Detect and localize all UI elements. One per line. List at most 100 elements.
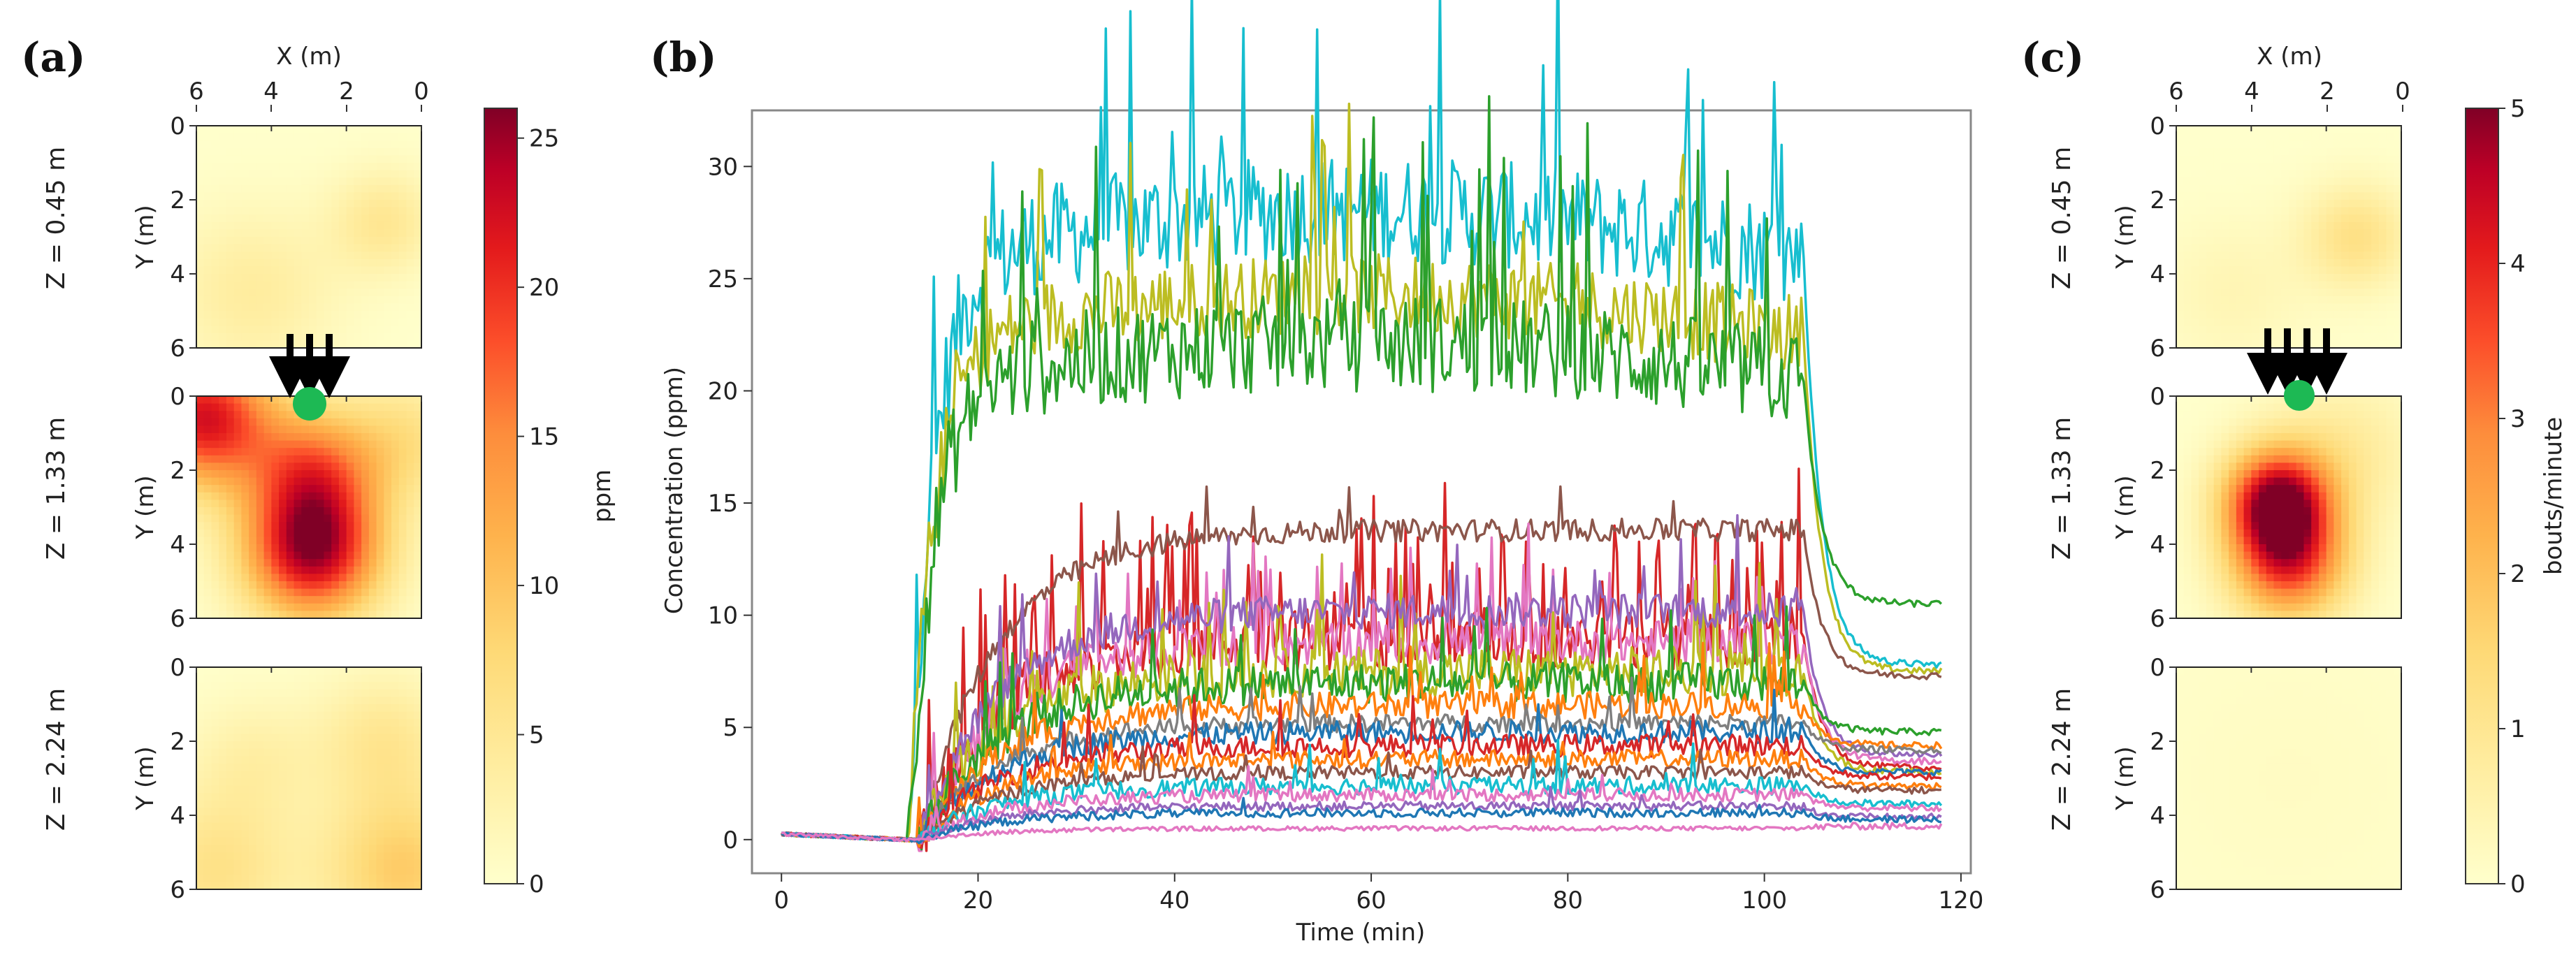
heatmap-cell bbox=[2266, 544, 2275, 553]
heatmap-cell bbox=[279, 221, 287, 230]
heatmap-cell bbox=[316, 793, 325, 801]
heatmap-cell bbox=[2378, 462, 2387, 471]
y-tick-label: 25 bbox=[708, 265, 738, 293]
heatmap-cell bbox=[301, 852, 310, 861]
heatmap-cell bbox=[2326, 133, 2334, 141]
heatmap-cell bbox=[2229, 411, 2237, 419]
heatmap-cell bbox=[2394, 588, 2402, 597]
heatmap-cell bbox=[338, 859, 347, 868]
heatmap-cell bbox=[309, 529, 317, 537]
heatmap-cell bbox=[301, 500, 310, 508]
heatmap-cell bbox=[241, 704, 249, 713]
heatmap-cell bbox=[241, 734, 249, 742]
heatmap-cell bbox=[2176, 611, 2185, 619]
heatmap-cell bbox=[406, 830, 414, 838]
heatmap-cell bbox=[2326, 581, 2334, 590]
heatmap-cell bbox=[279, 418, 287, 426]
heatmap-cell bbox=[309, 559, 317, 567]
heatmap-cell bbox=[263, 266, 272, 275]
heatmap-cell bbox=[376, 237, 384, 245]
heatmap-cell bbox=[2348, 611, 2357, 619]
heatmap-cell bbox=[2199, 333, 2207, 341]
heatmap-cell bbox=[286, 697, 295, 705]
heatmap-cell bbox=[2221, 311, 2229, 319]
heatmap-cell bbox=[241, 544, 249, 553]
heatmap-cell bbox=[338, 455, 347, 463]
heatmap-cell bbox=[2176, 500, 2185, 508]
heatmap-cell bbox=[2318, 340, 2327, 349]
heatmap-cell bbox=[2378, 170, 2387, 178]
heatmap-cell bbox=[376, 596, 384, 604]
heatmap-cell bbox=[219, 882, 227, 890]
heatmap-cell bbox=[2371, 470, 2380, 479]
heatmap-cell bbox=[361, 674, 370, 683]
heatmap-cell bbox=[2236, 874, 2245, 882]
heatmap-cell bbox=[414, 711, 422, 720]
heatmap-cell bbox=[2191, 522, 2199, 530]
heatmap-cell bbox=[316, 155, 325, 163]
heatmap-cell bbox=[2221, 800, 2229, 808]
panel-a-x-tick: 0 bbox=[414, 78, 429, 105]
heatmap-cell bbox=[346, 771, 354, 779]
heatmap-cell bbox=[2259, 418, 2267, 426]
heatmap-cell bbox=[226, 237, 235, 245]
heatmap-cell bbox=[2213, 689, 2222, 697]
heatmap-cell bbox=[2243, 882, 2252, 890]
heatmap-cell bbox=[406, 559, 414, 567]
heatmap-cell bbox=[346, 425, 354, 434]
heatmap-cell bbox=[2348, 340, 2357, 349]
heatmap-cell bbox=[2348, 425, 2357, 434]
heatmap-cell bbox=[203, 882, 212, 890]
panel-a-z-label-3: Z = 2.24 m bbox=[42, 688, 71, 831]
heatmap-cell bbox=[2229, 763, 2237, 771]
heatmap-cell bbox=[331, 674, 340, 683]
heatmap-cell bbox=[324, 433, 332, 442]
heatmap-cell bbox=[263, 126, 272, 134]
heatmap-cell bbox=[354, 221, 362, 230]
heatmap-cell bbox=[2281, 303, 2289, 312]
heatmap-cell bbox=[368, 771, 377, 779]
heatmap-cell bbox=[2221, 340, 2229, 349]
heatmap-cell bbox=[279, 207, 287, 215]
heatmap-cell bbox=[263, 258, 272, 267]
heatmap-cell bbox=[256, 403, 265, 411]
heatmap-cell bbox=[2326, 425, 2334, 434]
heatmap-cell bbox=[391, 296, 400, 304]
heatmap-cell bbox=[241, 529, 249, 537]
heatmap-cell bbox=[286, 237, 295, 245]
heatmap-cell bbox=[294, 221, 302, 230]
heatmap-cell bbox=[2311, 221, 2320, 230]
heatmap-cell bbox=[249, 689, 257, 697]
heatmap-cell bbox=[211, 785, 219, 794]
heatmap-cell bbox=[346, 882, 354, 890]
heatmap-cell bbox=[2266, 477, 2275, 486]
heatmap-cell bbox=[376, 411, 384, 419]
heatmap-cell bbox=[391, 845, 400, 853]
heatmap-cell bbox=[376, 274, 384, 282]
heatmap-cell bbox=[2341, 177, 2350, 186]
heatmap-cell bbox=[2289, 418, 2297, 426]
heatmap-cell bbox=[2273, 192, 2282, 201]
heatmap-cell bbox=[331, 333, 340, 341]
heatmap-cell bbox=[279, 140, 287, 149]
heatmap-cell bbox=[406, 711, 414, 720]
heatmap-cell bbox=[256, 800, 265, 808]
heatmap-cell bbox=[2259, 318, 2267, 326]
heatmap-cell bbox=[249, 748, 257, 757]
heatmap-cell bbox=[2251, 244, 2259, 252]
heatmap-cell bbox=[294, 771, 302, 779]
heatmap-cell bbox=[2273, 726, 2282, 734]
heatmap-cell bbox=[271, 544, 280, 553]
heatmap-cell bbox=[271, 318, 280, 326]
heatmap-cell bbox=[211, 603, 219, 611]
heatmap-cell bbox=[2281, 207, 2289, 215]
heatmap-cell bbox=[2243, 830, 2252, 838]
heatmap-cell bbox=[271, 830, 280, 838]
heatmap-cell bbox=[361, 756, 370, 764]
heatmap-cell bbox=[2333, 311, 2342, 319]
heatmap-cell bbox=[2356, 214, 2364, 223]
heatmap-cell bbox=[406, 411, 414, 419]
heatmap-cell bbox=[331, 719, 340, 727]
heatmap-cell bbox=[233, 756, 242, 764]
